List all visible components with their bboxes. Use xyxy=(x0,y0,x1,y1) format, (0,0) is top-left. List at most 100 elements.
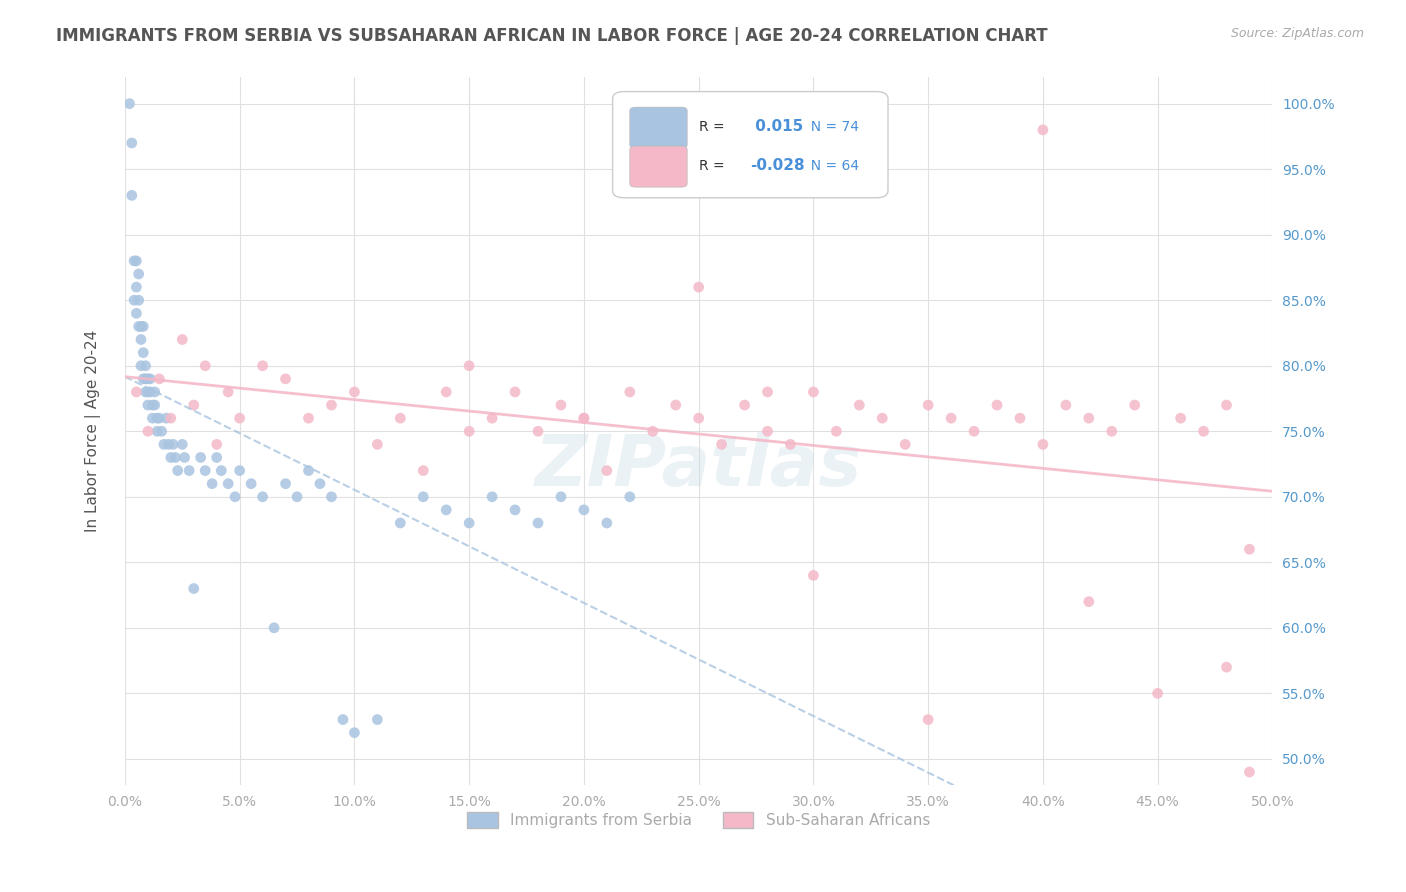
Point xyxy=(135,384,157,399)
Point xyxy=(172,333,194,347)
Point xyxy=(412,464,434,478)
Point xyxy=(252,359,274,373)
Point xyxy=(389,516,412,530)
Text: N = 64: N = 64 xyxy=(801,159,859,173)
Point xyxy=(332,713,354,727)
Point xyxy=(297,464,319,478)
Point xyxy=(125,306,148,320)
Point xyxy=(183,582,205,596)
Point xyxy=(125,280,148,294)
Point xyxy=(619,490,641,504)
Point xyxy=(572,411,595,425)
Point xyxy=(153,437,176,451)
Point xyxy=(141,411,163,425)
Point xyxy=(139,372,162,386)
Point xyxy=(228,464,250,478)
Point xyxy=(159,450,181,465)
Point xyxy=(1077,411,1099,425)
Point xyxy=(1101,424,1123,438)
Point xyxy=(166,464,188,478)
Point xyxy=(118,96,141,111)
Point xyxy=(503,384,526,399)
Point xyxy=(1215,398,1237,412)
Point xyxy=(263,621,285,635)
Point xyxy=(803,568,825,582)
Point xyxy=(434,503,457,517)
Point xyxy=(209,464,232,478)
Point xyxy=(688,411,710,425)
Point xyxy=(143,384,166,399)
Point xyxy=(143,398,166,412)
Point xyxy=(139,384,162,399)
Point xyxy=(550,398,572,412)
Point xyxy=(179,464,201,478)
Point xyxy=(917,713,939,727)
Point xyxy=(150,424,173,438)
Point xyxy=(412,490,434,504)
Point xyxy=(688,280,710,294)
Point xyxy=(121,188,143,202)
Point xyxy=(527,516,550,530)
Point xyxy=(321,490,343,504)
Point xyxy=(136,398,159,412)
Point xyxy=(596,464,619,478)
Point xyxy=(162,437,184,451)
FancyBboxPatch shape xyxy=(613,92,889,198)
Point xyxy=(1008,411,1031,425)
Point xyxy=(458,359,481,373)
Point xyxy=(128,267,150,281)
Point xyxy=(132,345,155,359)
Point xyxy=(1146,686,1168,700)
Point xyxy=(894,437,917,451)
Text: 0.015: 0.015 xyxy=(751,120,804,135)
Point xyxy=(710,437,733,451)
Point xyxy=(309,476,332,491)
Point xyxy=(434,384,457,399)
Point xyxy=(1077,594,1099,608)
Point xyxy=(366,437,388,451)
FancyBboxPatch shape xyxy=(630,146,688,187)
Point xyxy=(734,398,756,412)
Point xyxy=(619,384,641,399)
Point xyxy=(1170,411,1192,425)
Text: -0.028: -0.028 xyxy=(751,159,804,173)
Point xyxy=(1239,542,1261,557)
Point xyxy=(1215,660,1237,674)
Point xyxy=(596,516,619,530)
Point xyxy=(665,398,688,412)
Point xyxy=(343,725,366,739)
Point xyxy=(848,398,870,412)
Point xyxy=(343,384,366,399)
Point xyxy=(481,411,503,425)
Point xyxy=(641,424,664,438)
Point xyxy=(503,503,526,517)
Point xyxy=(201,476,224,491)
Point xyxy=(917,398,939,412)
Text: Source: ZipAtlas.com: Source: ZipAtlas.com xyxy=(1230,27,1364,40)
Point xyxy=(1192,424,1215,438)
Point xyxy=(129,359,152,373)
Text: R =: R = xyxy=(699,159,728,173)
Point xyxy=(458,516,481,530)
Point xyxy=(194,359,217,373)
Text: ZIPatlas: ZIPatlas xyxy=(534,432,862,501)
Point xyxy=(121,136,143,150)
Point xyxy=(285,490,308,504)
Point xyxy=(1032,437,1054,451)
Point xyxy=(148,411,170,425)
Point xyxy=(481,490,503,504)
Point xyxy=(756,424,779,438)
Point xyxy=(389,411,412,425)
Point xyxy=(297,411,319,425)
Point xyxy=(963,424,986,438)
Point xyxy=(366,713,388,727)
Point xyxy=(122,253,145,268)
Legend: Immigrants from Serbia, Sub-Saharan Africans: Immigrants from Serbia, Sub-Saharan Afri… xyxy=(461,805,936,834)
Point xyxy=(228,411,250,425)
Point xyxy=(125,253,148,268)
Point xyxy=(240,476,263,491)
Point xyxy=(458,424,481,438)
FancyBboxPatch shape xyxy=(630,107,688,148)
Point xyxy=(146,424,169,438)
Point xyxy=(986,398,1008,412)
